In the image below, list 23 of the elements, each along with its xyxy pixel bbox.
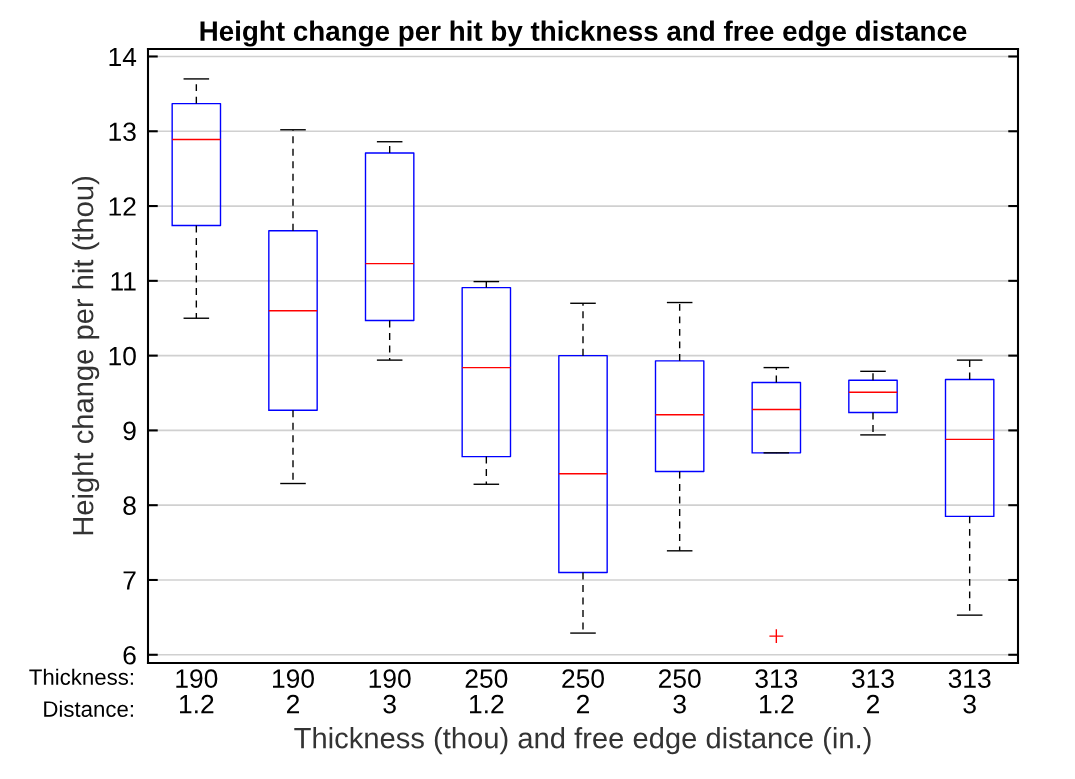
x-tick-label: 250 2 [562,669,604,714]
x-tick-label: 313 1.2 [755,669,798,714]
x-tick-label: 190 3 [369,669,411,714]
y-tick-label: 13 [109,122,136,142]
y-tick-label: 8 [123,496,136,516]
x-tick-label: 250 1.2 [465,669,508,714]
y-tick-label: 12 [109,197,136,216]
x-tick-label: 190 2 [273,669,314,714]
y-tick-label: 14 [109,47,137,67]
text: Distance: [44,700,133,717]
y-tick-label: 9 [123,421,136,441]
y-tick-label: 11 [111,272,136,291]
y-tick-label: 10 [109,346,136,366]
x-tick-label: 190 1.2 [176,669,218,714]
y-tick-label: 7 [123,571,136,590]
x-tick-label: 250 3 [658,669,701,714]
x-tick-label: 313 2 [851,669,894,714]
chart-title: Height change per hit by thickness and free edge distance [200,20,967,47]
x-axis-title: Thickness (thou) and free edge distance (in.) [294,727,871,755]
x-tick-label: 313 3 [948,669,991,714]
y-tick-label: 6 [123,645,136,665]
text: Thickness: [29,668,133,685]
y-axis-title: Height change per hit (thou) [72,177,100,535]
